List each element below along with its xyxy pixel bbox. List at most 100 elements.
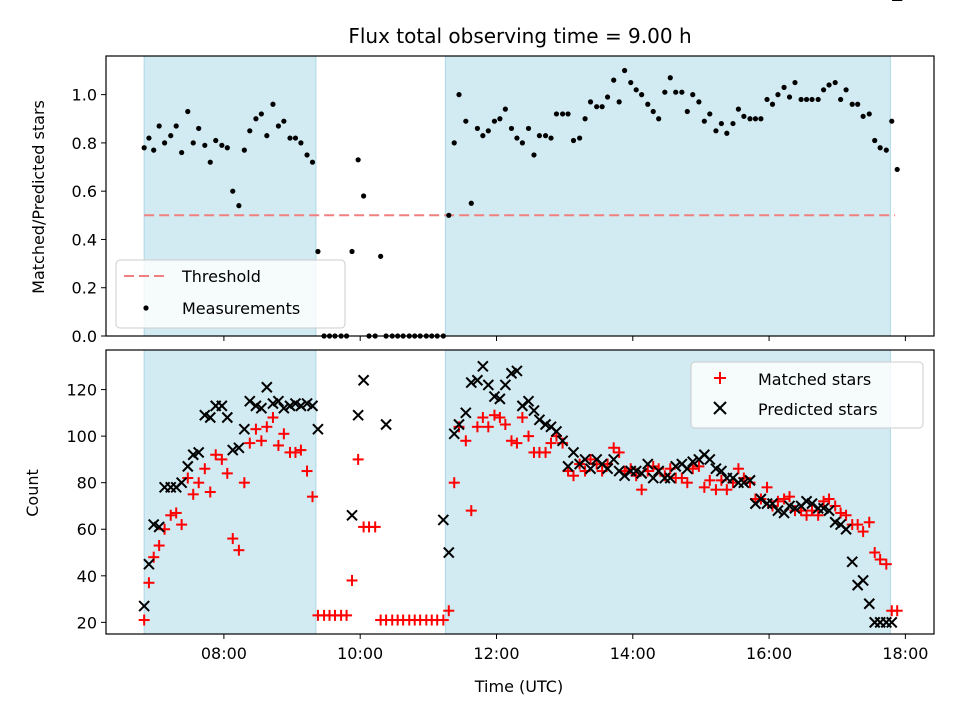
matched-star-point [704, 474, 716, 486]
measurement-point [553, 111, 560, 117]
bottom-y-axis: 20 40 60 80 100 120 [66, 381, 106, 632]
matched-star-point [863, 516, 875, 528]
predicted-star-point [453, 418, 465, 431]
predicted-star-point [255, 402, 268, 414]
matched-star-point [482, 421, 494, 433]
matched-star-point [818, 495, 830, 507]
measurement-point [577, 135, 583, 141]
matched-star-point [852, 519, 864, 531]
matched-star-point [698, 481, 710, 493]
matched-star-point [710, 484, 722, 496]
matched-star-point [732, 463, 744, 475]
measurement-point [809, 96, 815, 103]
predicted-star-point [182, 460, 194, 473]
matched-star-point [138, 614, 150, 626]
measurement-point [281, 118, 287, 124]
matched-star-point [687, 463, 699, 475]
measurement-point [718, 120, 724, 127]
measurement-point [146, 135, 152, 141]
matched-star-point [613, 446, 625, 458]
observing-window-shading [143, 55, 891, 337]
matched-star-point [477, 412, 489, 424]
measurement-point [468, 200, 474, 206]
matched-star-point [255, 435, 267, 447]
measurement-point [241, 147, 247, 153]
legend-matched-swatch [714, 372, 726, 384]
count-legend: Matched stars Predicted stars [690, 361, 924, 429]
matched-star-point [567, 470, 579, 482]
top-x-ticks [223, 336, 906, 341]
matched-star-point [216, 453, 228, 465]
predicted-star-point [618, 469, 631, 482]
matched-star-point [835, 507, 847, 519]
matched-star-point [471, 421, 483, 433]
measurement-point [230, 188, 236, 194]
predicted-star-point [601, 463, 614, 475]
measurement-point [292, 135, 299, 141]
measurement-point [730, 120, 736, 127]
measurement-point [599, 104, 605, 110]
predicted-star-point [647, 472, 659, 484]
measurement-point [679, 89, 685, 95]
y-tick-label: 0.0 [72, 327, 97, 346]
measurement-point [196, 125, 202, 132]
matched-star-point [540, 446, 552, 458]
matched-star-point [761, 481, 773, 493]
matched-star-point [823, 493, 835, 505]
predicted-star-point [516, 400, 529, 412]
predicted-star-point [607, 453, 620, 466]
measurement-point [156, 123, 162, 129]
legend-matched-label: Matched stars [758, 370, 871, 389]
x-axis-label: Time (UTC) [474, 677, 563, 696]
measurement-point [701, 118, 707, 124]
matched-star-point [523, 430, 535, 442]
predicted-star-point [744, 474, 756, 487]
measurement-point [764, 96, 770, 103]
matched-star-point [437, 614, 449, 626]
predicted-star-point [278, 402, 290, 414]
measurement-point [747, 116, 753, 122]
measurement-point [446, 212, 452, 218]
measurement-point [775, 92, 781, 98]
measurement-point [298, 140, 304, 146]
bottom-x-axis: 08:00 10:00 12:00 14:00 16:00 18:00 [201, 634, 928, 663]
predicted-star-point [886, 616, 898, 629]
predicted-star-point [533, 414, 546, 426]
predicted-star-point [357, 374, 370, 386]
measurement-point [662, 89, 668, 95]
measurement-point [485, 128, 491, 134]
matched-star-point [511, 437, 523, 449]
measurement-point [889, 118, 895, 124]
measurement-point [224, 145, 230, 151]
predicted-star-point [477, 360, 489, 373]
matched-star-point [545, 437, 557, 449]
matched-star-point [778, 493, 790, 505]
measurement-point [849, 101, 855, 107]
measurement-point [565, 111, 571, 117]
measurement-point [355, 157, 361, 163]
predicted-star-point [562, 460, 574, 473]
count-y-label: Count [23, 469, 42, 517]
matched-star-point [233, 544, 245, 556]
matched-star-point [869, 547, 881, 559]
x-tick-label: 08:00 [201, 644, 247, 663]
measurement-point [451, 140, 457, 146]
predicted-star-point [823, 504, 835, 517]
matched-star-point [460, 435, 472, 447]
measurement-point [173, 123, 179, 129]
predicted-star-point [511, 365, 523, 377]
ratio-y-label: Matched/Predicted stars [29, 100, 48, 294]
measurement-point [474, 125, 481, 132]
measurement-point [872, 137, 878, 144]
matched-star-point [369, 521, 381, 533]
matched-star-point [193, 477, 205, 489]
matched-star-point [505, 435, 517, 447]
measurement-point [855, 101, 861, 107]
count-legend-box [690, 361, 924, 429]
measurement-point [587, 99, 594, 105]
matched-star-point [812, 509, 824, 521]
measurement-point [270, 101, 276, 107]
predicted-star-point [528, 404, 540, 417]
measurement-point [213, 137, 219, 144]
measurement-point [570, 137, 577, 144]
